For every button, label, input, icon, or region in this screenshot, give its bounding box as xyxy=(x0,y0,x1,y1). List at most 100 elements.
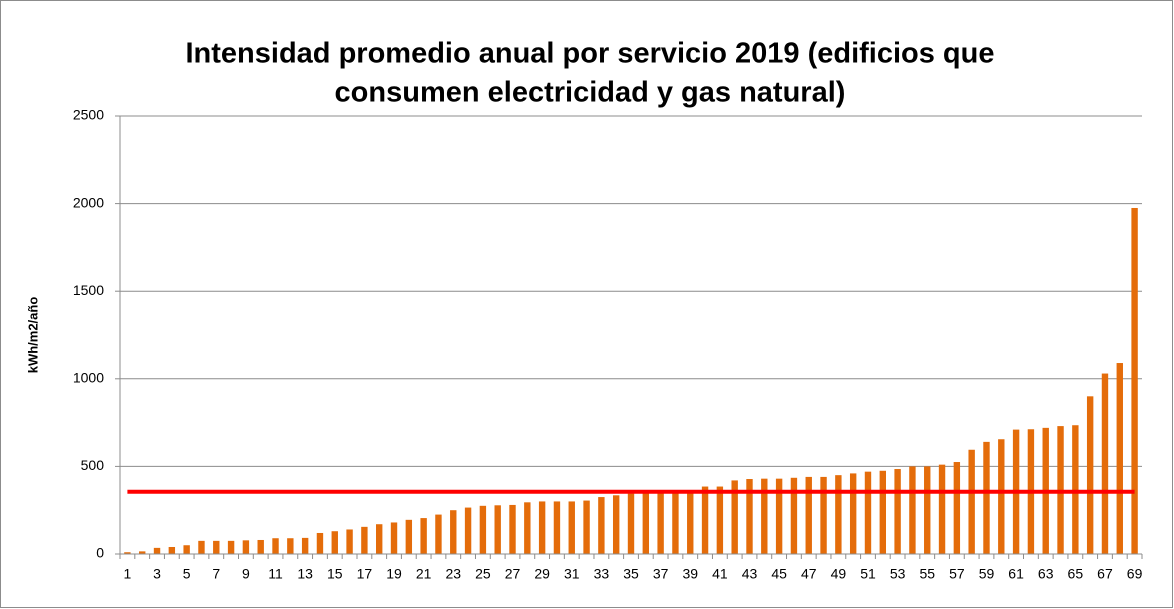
x-tick-label: 33 xyxy=(594,566,610,582)
bar xyxy=(331,531,338,554)
bar xyxy=(672,491,679,554)
x-tick-label: 11 xyxy=(268,566,283,582)
bar xyxy=(183,545,190,554)
bar xyxy=(168,546,176,554)
y-tick-label: 0 xyxy=(96,545,104,561)
x-tick-label: 57 xyxy=(949,566,965,582)
x-tick-label: 1 xyxy=(124,566,132,582)
bar xyxy=(598,497,605,554)
bar xyxy=(153,547,161,554)
bar xyxy=(701,486,709,554)
bar xyxy=(1131,207,1138,555)
bar xyxy=(731,480,738,554)
bar xyxy=(272,538,279,554)
bar xyxy=(1101,373,1109,554)
bar xyxy=(227,540,235,554)
bar xyxy=(242,540,250,554)
bar xyxy=(583,500,590,554)
y-axis-label: kWh/m2/año xyxy=(25,297,40,374)
bar xyxy=(953,462,961,554)
x-tick-label: 53 xyxy=(890,566,906,582)
x-tick-label: 29 xyxy=(534,566,550,582)
bar xyxy=(479,505,487,554)
bar xyxy=(553,501,561,554)
bar xyxy=(1086,396,1094,554)
bar xyxy=(509,504,516,554)
bar xyxy=(612,495,620,554)
x-tick-label: 35 xyxy=(623,566,639,582)
bar xyxy=(464,507,472,554)
x-tick-label: 67 xyxy=(1097,566,1113,582)
bar xyxy=(642,493,650,554)
x-tick-label: 25 xyxy=(475,566,491,582)
y-tick-label: 1000 xyxy=(73,370,104,386)
x-tick-label: 27 xyxy=(505,566,521,582)
x-tick-label: 21 xyxy=(416,566,432,582)
x-tick-label: 17 xyxy=(357,566,373,582)
bar xyxy=(761,478,768,554)
bar xyxy=(346,529,353,554)
bar xyxy=(198,540,205,554)
bar xyxy=(301,537,309,554)
bar xyxy=(657,492,664,554)
bar xyxy=(450,510,457,554)
bar xyxy=(316,532,324,554)
x-tick-label: 7 xyxy=(212,566,220,582)
x-tick-label: 69 xyxy=(1127,566,1143,582)
chart-title: consumen electricidad y gas natural) xyxy=(335,77,846,109)
bar xyxy=(124,552,131,554)
bar xyxy=(746,479,753,554)
bar xyxy=(968,449,975,554)
bar xyxy=(538,501,546,554)
x-tick-label: 15 xyxy=(327,566,343,582)
bar xyxy=(435,514,442,554)
bar xyxy=(909,466,916,554)
y-tick-label: 2500 xyxy=(73,107,104,123)
x-tick-label: 39 xyxy=(682,566,698,582)
bar xyxy=(494,505,501,554)
bar xyxy=(790,477,798,554)
bar xyxy=(420,518,427,554)
x-tick-label: 37 xyxy=(653,566,669,582)
x-tick-label: 19 xyxy=(386,566,402,582)
bar xyxy=(938,464,946,554)
x-tick-label: 23 xyxy=(445,566,461,582)
x-tick-label: 55 xyxy=(919,566,935,582)
x-tick-label: 65 xyxy=(1068,566,1084,582)
bar xyxy=(894,469,901,554)
bar xyxy=(864,471,872,554)
bar xyxy=(568,501,575,554)
bar xyxy=(998,439,1005,554)
bar xyxy=(1072,425,1079,554)
x-tick-label: 3 xyxy=(153,566,161,582)
y-tick-label: 2000 xyxy=(73,194,104,210)
bar xyxy=(405,519,413,554)
x-tick-label: 51 xyxy=(860,566,876,582)
bar xyxy=(287,538,294,554)
bar xyxy=(257,539,264,554)
bar xyxy=(390,522,398,554)
bar xyxy=(820,476,827,554)
bar xyxy=(361,526,368,554)
bar xyxy=(627,493,635,554)
bar xyxy=(924,466,931,554)
x-tick-label: 43 xyxy=(742,566,758,582)
x-tick-label: 45 xyxy=(771,566,787,582)
x-tick-label: 47 xyxy=(801,566,817,582)
x-tick-label: 13 xyxy=(297,566,313,582)
x-tick-label: 59 xyxy=(979,566,995,582)
bar xyxy=(879,470,886,554)
bar xyxy=(139,551,146,554)
bar xyxy=(524,502,531,554)
bar xyxy=(835,475,842,554)
bar xyxy=(716,486,724,554)
bar xyxy=(376,524,383,554)
bar xyxy=(775,478,783,554)
bar xyxy=(687,490,694,554)
y-tick-label: 1500 xyxy=(73,282,104,298)
x-tick-label: 5 xyxy=(183,566,191,582)
x-tick-label: 31 xyxy=(564,566,580,582)
bar xyxy=(983,441,990,554)
bar xyxy=(805,476,812,554)
